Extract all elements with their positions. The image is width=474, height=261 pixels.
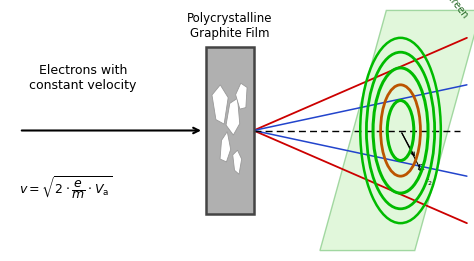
- Polygon shape: [320, 10, 474, 251]
- Text: Electrons with
constant velocity: Electrons with constant velocity: [29, 64, 137, 92]
- Polygon shape: [220, 132, 231, 162]
- Text: $v = \sqrt{2 \cdot \dfrac{e}{m} \cdot V_{\mathrm{a}}}$: $v = \sqrt{2 \cdot \dfrac{e}{m} \cdot V_…: [19, 175, 112, 201]
- Text: Fluorescent Screen: Fluorescent Screen: [405, 0, 470, 20]
- Text: Polycrystalline
Graphite Film: Polycrystalline Graphite Film: [187, 12, 273, 40]
- Polygon shape: [212, 85, 228, 124]
- Bar: [206, 47, 254, 214]
- Text: $r_1$: $r_1$: [417, 161, 426, 173]
- Polygon shape: [226, 98, 240, 135]
- Polygon shape: [236, 83, 247, 109]
- Text: $r_2$: $r_2$: [424, 177, 433, 188]
- Polygon shape: [233, 150, 242, 174]
